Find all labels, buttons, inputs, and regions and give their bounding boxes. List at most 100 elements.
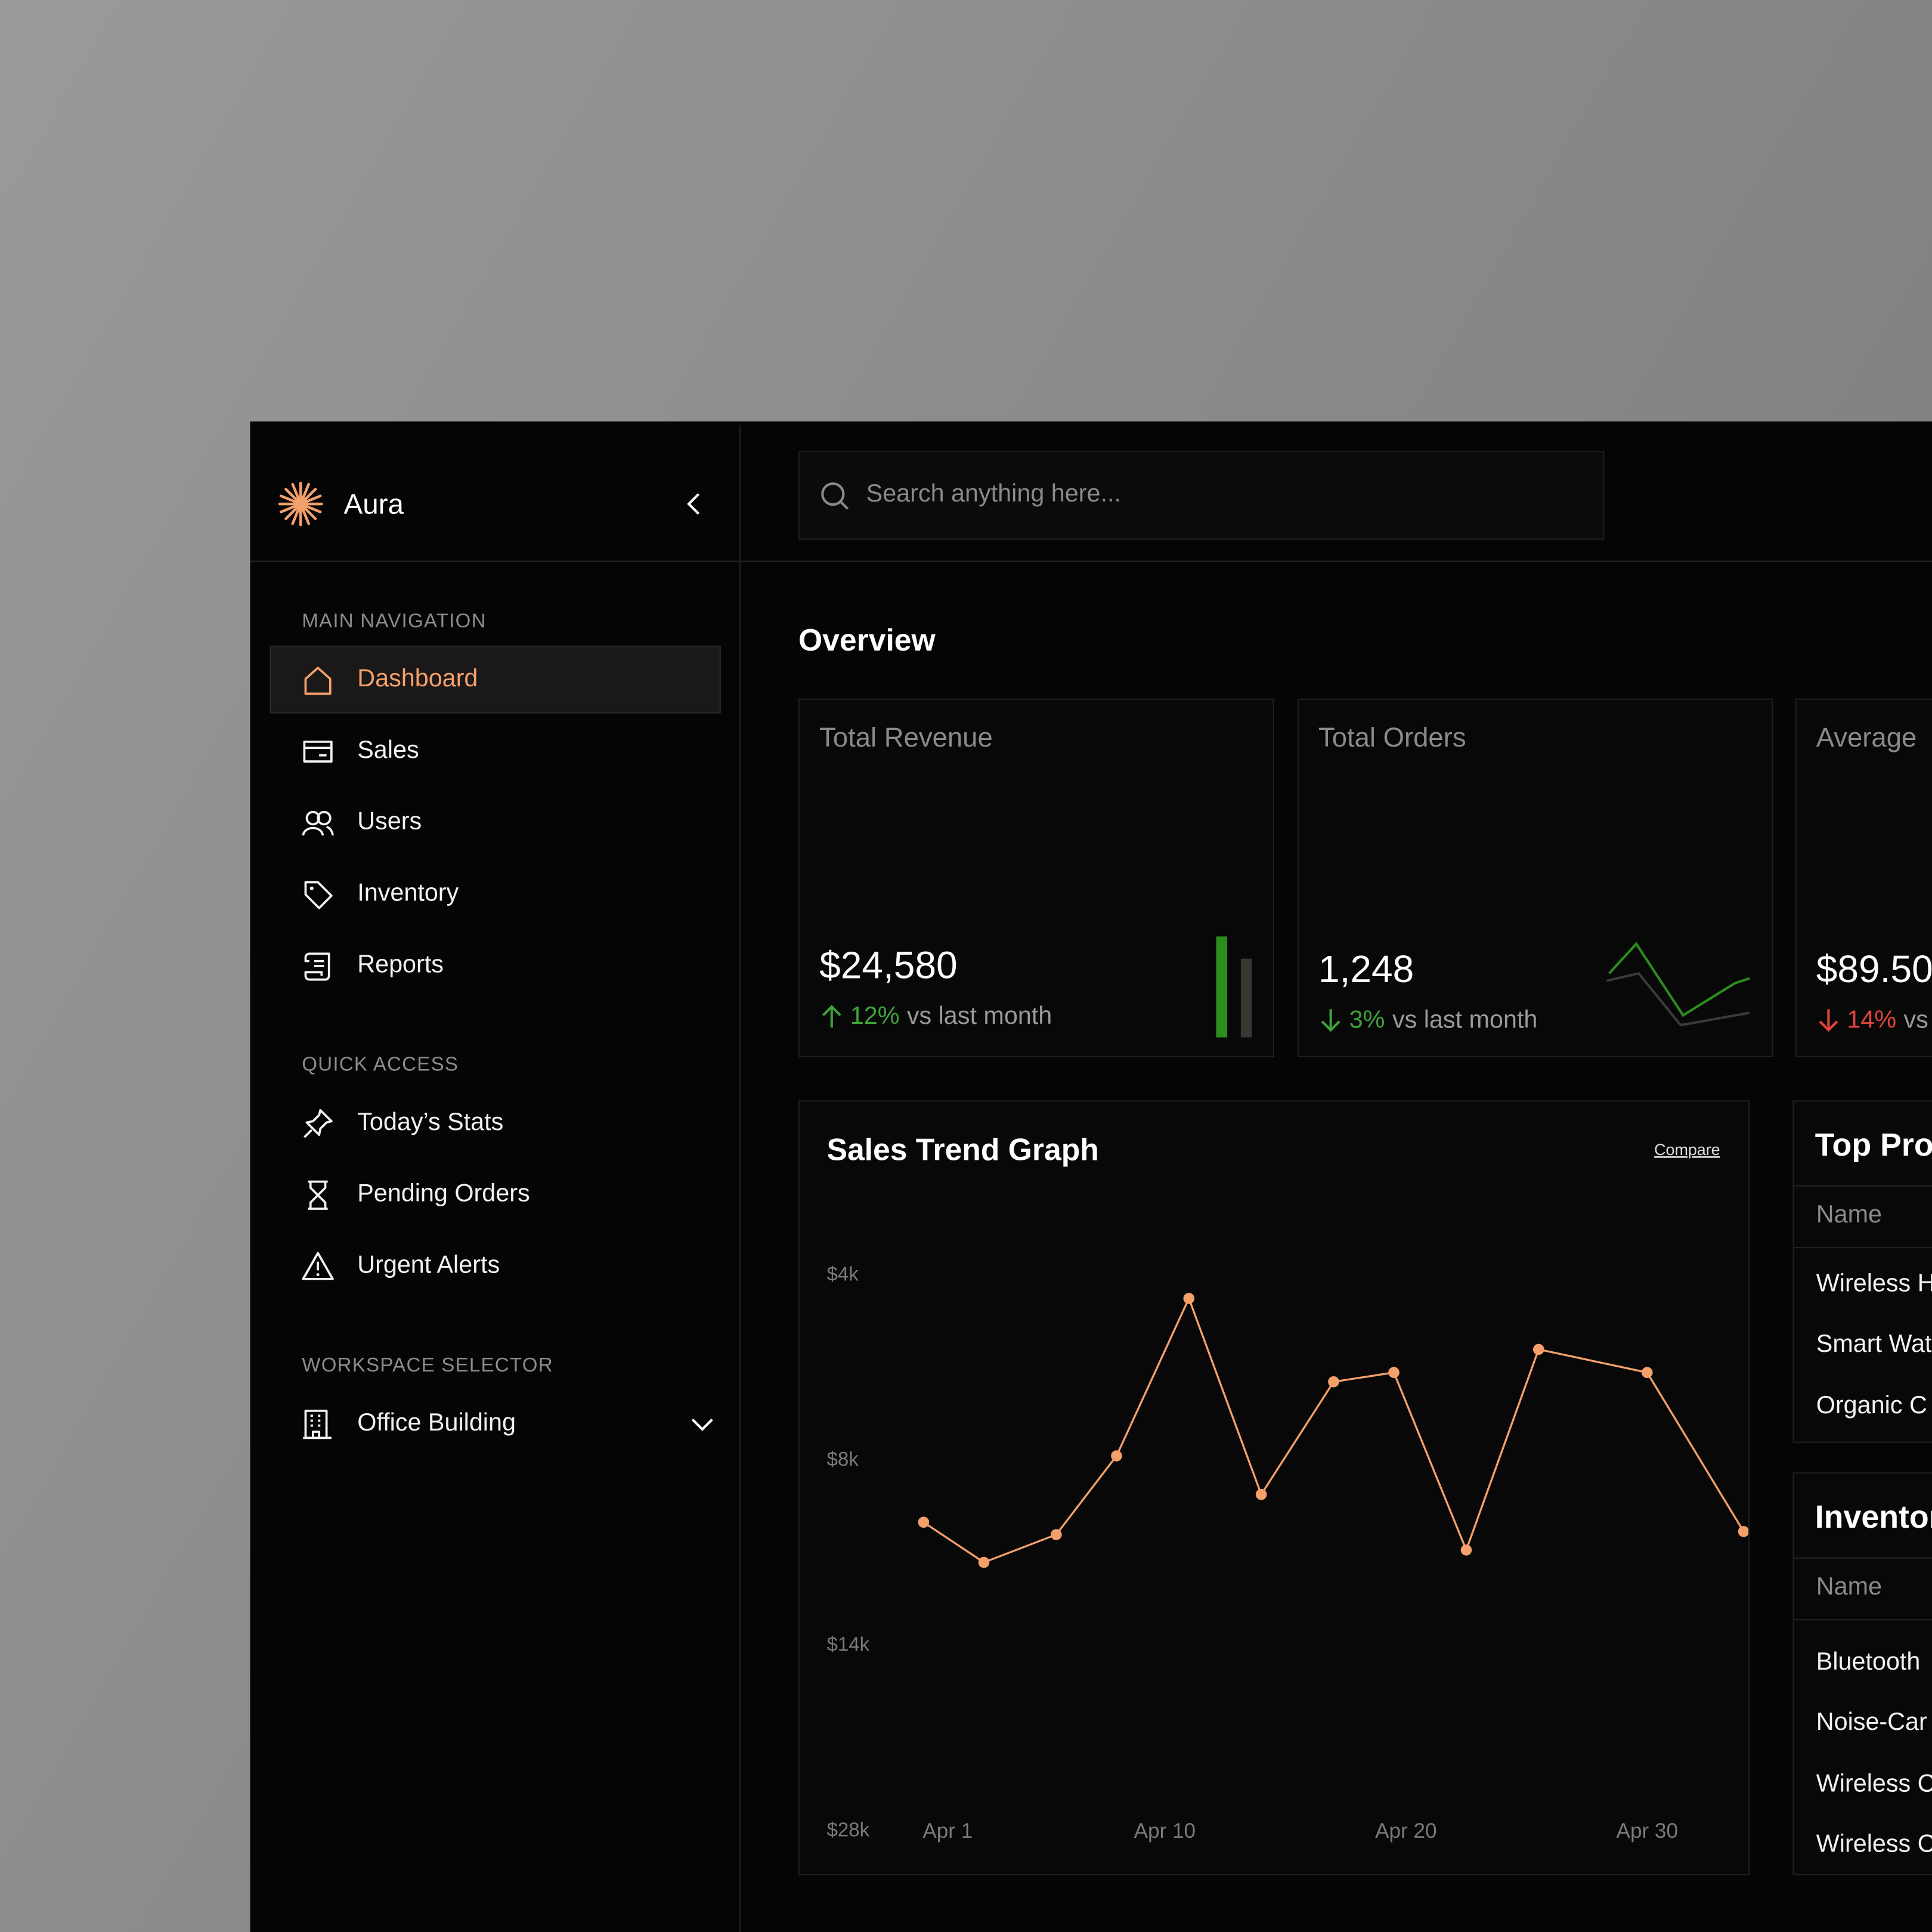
nav-section-title: MAIN NAVIGATION [302, 611, 487, 633]
revenue-mini-bars [1213, 934, 1258, 1038]
brand-name: Aura [343, 488, 404, 520]
y-tick-label: $4k [827, 1263, 859, 1285]
trend-arrow [819, 1003, 844, 1030]
nav-icon-svg [304, 667, 332, 695]
stat-change: 3% [1349, 1007, 1385, 1034]
table-rule [1792, 1557, 1932, 1559]
table-rule [1792, 1247, 1932, 1249]
nav-item[interactable]: Pending Orders [357, 1180, 530, 1208]
nav-item[interactable]: Reports [357, 951, 444, 979]
plot-area [918, 1293, 1749, 1568]
compare-link[interactable]: Compare [1654, 1141, 1720, 1159]
stat-change: 14% [1847, 1007, 1897, 1034]
table-header: Name [1816, 1201, 1883, 1229]
data-point [978, 1556, 990, 1568]
y-tick-label: $14k [827, 1634, 870, 1656]
nav-item[interactable]: Sales [357, 736, 419, 764]
nav-item[interactable]: Inventory [357, 880, 459, 907]
nav-icon-svg [308, 1180, 328, 1210]
nav-icon-svg [304, 881, 333, 909]
section-title: Overview [798, 623, 936, 658]
nav-item[interactable]: Urgent Alerts [357, 1252, 500, 1279]
nav-active-bg [270, 645, 721, 714]
nav-icon-svg [304, 1109, 333, 1138]
nav-icon [302, 878, 335, 912]
x-tick-label: Apr 30 [1617, 1819, 1678, 1843]
table-cell: Noise-Car [1816, 1709, 1927, 1737]
nav-icon-svg [303, 1410, 332, 1439]
nav-icon [302, 1250, 335, 1284]
header-divider [250, 561, 1932, 562]
data-point [1388, 1367, 1400, 1379]
nav-item[interactable]: Office Building [357, 1409, 516, 1437]
nav-icon-svg [303, 741, 333, 763]
trend-arrow-svg [1819, 1009, 1838, 1032]
nav-icon [302, 1408, 335, 1442]
nav-icon-svg [302, 810, 334, 836]
trend-arrow [1318, 1007, 1343, 1033]
table-cell: Wireless C [1816, 1770, 1932, 1797]
data-point [1738, 1526, 1749, 1537]
stat-note: vs last month [1392, 1007, 1538, 1034]
nav-icon [302, 807, 335, 840]
data-point [1183, 1293, 1195, 1304]
x-tick-label: Apr 10 [1134, 1819, 1196, 1843]
nav-icon [302, 950, 335, 983]
x-tick-label: Apr 1 [922, 1819, 973, 1843]
data-point [1641, 1367, 1653, 1379]
dropdown-chevron-svg [691, 1418, 713, 1431]
nav-icon-svg [304, 952, 330, 981]
chart-card [798, 1100, 1750, 1875]
search-placeholder: Search anything here... [866, 480, 1121, 508]
nav-item[interactable]: Dashboard [357, 665, 478, 693]
data-point [1255, 1488, 1267, 1500]
table-cell: Bluetooth [1816, 1648, 1921, 1676]
table-card [1792, 1100, 1932, 1443]
orders-sparkline [1602, 936, 1754, 1035]
table-cell: Wireless H [1816, 1270, 1932, 1298]
search-icon [821, 482, 849, 510]
y-tick-label: $28k [827, 1819, 870, 1841]
table-title: Top Pro [1815, 1126, 1932, 1163]
data-point [1111, 1450, 1122, 1462]
nav-icon [302, 1179, 335, 1212]
data-point [1051, 1529, 1062, 1540]
stat-change: 12% [850, 1002, 900, 1030]
stat-card [1795, 698, 1932, 1057]
stat-card [1297, 698, 1773, 1057]
table-rule [1792, 1619, 1932, 1621]
nav-item[interactable]: Today’s Stats [357, 1109, 504, 1137]
chart-title: Sales Trend Graph [827, 1132, 1099, 1167]
stat-note: vs [1903, 1007, 1928, 1034]
table-title: Inventor [1815, 1498, 1932, 1535]
collapse-button[interactable] [680, 490, 707, 517]
trend-arrow-svg [822, 1005, 841, 1028]
orders-sparkline-svg [1606, 942, 1750, 1027]
table-cell: Smart Wat [1816, 1331, 1932, 1358]
stat-label: Average [1816, 722, 1917, 753]
table-card [1792, 1472, 1932, 1875]
table-cell: Wireless C [1816, 1831, 1932, 1858]
stat-label: Total Revenue [819, 722, 993, 753]
y-tick-label: $8k [827, 1448, 859, 1470]
nav-item[interactable]: Users [357, 808, 422, 835]
dropdown-chevron [689, 1414, 716, 1434]
nav-icon [302, 664, 335, 698]
nav-icon [302, 1108, 335, 1141]
data-point [1460, 1544, 1472, 1556]
x-tick-label: Apr 20 [1375, 1819, 1436, 1843]
table-rule [1792, 1185, 1932, 1187]
trend-line [922, 1296, 1745, 1563]
trend-arrow [1816, 1007, 1841, 1033]
revenue-mini-bars-svg [1216, 936, 1252, 1038]
data-point [1328, 1376, 1339, 1388]
table-header: Name [1816, 1573, 1883, 1601]
nav-icon [302, 736, 335, 769]
stat-note: vs last month [906, 1002, 1052, 1030]
brand-logo [278, 481, 323, 527]
search-box[interactable] [798, 451, 1605, 540]
table-cell: Organic C [1816, 1392, 1927, 1419]
